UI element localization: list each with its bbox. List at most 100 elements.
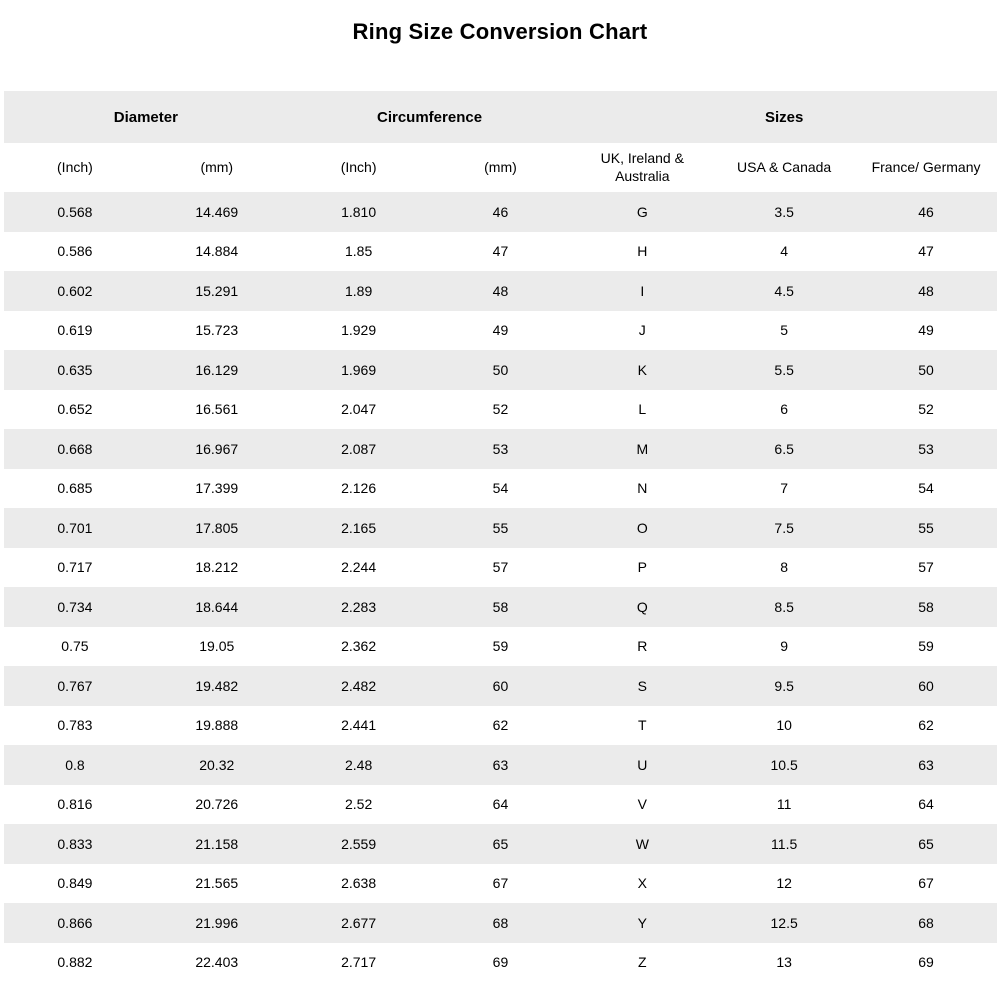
table-row: 0.816 20.726 2.52 64 V 11 64 — [4, 784, 997, 824]
cell: 47 — [918, 243, 934, 260]
cell: 7 — [780, 480, 789, 497]
cell: O — [636, 519, 648, 536]
cell: 52 — [492, 401, 509, 418]
cell: 46 — [918, 203, 934, 220]
cell: 1.85 — [344, 243, 373, 260]
table-row: 0.866 21.996 2.677 68 Y 12.5 68 — [4, 903, 997, 943]
cell: 62 — [492, 717, 509, 734]
cell: 0.717 — [57, 559, 93, 576]
cell: 8.5 — [774, 598, 794, 615]
cell: 0.701 — [57, 519, 93, 536]
column-header-circumference-mm: (mm) — [484, 158, 517, 175]
cell: 0.75 — [61, 638, 89, 655]
table-row: 0.685 17.399 2.126 54 N 7 54 — [4, 468, 997, 508]
table-row: 0.717 18.212 2.244 57 P 8 57 — [4, 547, 997, 587]
cell: 16.967 — [195, 440, 239, 457]
cell: 1.969 — [341, 361, 377, 378]
cell: W — [635, 835, 649, 852]
cell: 16.561 — [195, 401, 239, 418]
cell: 59 — [918, 638, 934, 655]
cell: 50 — [918, 361, 934, 378]
cell: S — [637, 677, 647, 694]
table-row: 0.602 15.291 1.89 48 I 4.5 48 — [4, 271, 997, 311]
cell: L — [638, 401, 647, 418]
column-header-usa-canada: USA & Canada — [737, 158, 832, 175]
cell: 47 — [492, 243, 509, 260]
table-row: 0.849 21.565 2.638 67 X 12 67 — [4, 863, 997, 903]
cell: 2.482 — [341, 677, 377, 694]
cell: 11.5 — [771, 835, 798, 852]
cell: 2.047 — [341, 401, 377, 418]
cell: 2.638 — [341, 875, 377, 892]
cell: 13 — [776, 954, 792, 971]
cell: 1.810 — [341, 203, 377, 220]
cell: 65 — [492, 835, 509, 852]
cell: 57 — [918, 559, 934, 576]
cell: 2.48 — [344, 756, 373, 773]
cell: 22.403 — [195, 954, 239, 971]
cell: 3.5 — [774, 203, 794, 220]
cell: 64 — [492, 796, 509, 813]
column-header-diameter-mm: (mm) — [200, 158, 234, 175]
cell: 17.399 — [195, 480, 239, 497]
cell: 9.5 — [774, 677, 794, 694]
table-row: 0.635 16.129 1.969 50 K 5.5 50 — [4, 350, 997, 390]
cell: 58 — [492, 598, 509, 615]
cell: 64 — [918, 796, 934, 813]
cell: 6.5 — [774, 440, 794, 457]
cell: 10.5 — [770, 756, 798, 773]
page-title: Ring Size Conversion Chart — [352, 19, 648, 44]
cell: 68 — [492, 914, 509, 931]
cell: 4 — [780, 243, 789, 260]
cell: 0.816 — [57, 796, 93, 813]
cell: 2.559 — [341, 835, 377, 852]
cell: 10 — [776, 717, 792, 734]
group-header-diameter: Diameter — [113, 108, 178, 126]
table-row: 0.882 22.403 2.717 69 Z 13 69 — [4, 942, 997, 982]
cell: 2.126 — [341, 480, 377, 497]
cell: 0.586 — [57, 243, 93, 260]
cell: 21.996 — [195, 914, 239, 931]
cell: 15.291 — [195, 282, 239, 299]
cell: U — [637, 756, 648, 773]
cell: 0.619 — [57, 322, 93, 339]
cell: 0.783 — [57, 717, 93, 734]
table-row: 0.668 16.967 2.087 53 M 6.5 53 — [4, 429, 997, 469]
cell: Q — [636, 598, 648, 615]
cell: 0.635 — [57, 361, 93, 378]
cell: 55 — [918, 519, 934, 536]
cell: 16.129 — [195, 361, 239, 378]
cell: 0.602 — [57, 282, 93, 299]
cell: X — [637, 875, 647, 892]
cell: 50 — [492, 361, 509, 378]
cell: 2.283 — [341, 598, 377, 615]
table-row: 0.8 20.32 2.48 63 U 10.5 63 — [4, 745, 997, 785]
column-header-uk-ireland-australia: UK, Ireland & Australia — [600, 150, 684, 184]
cell: 19.482 — [195, 677, 239, 694]
table-row: 0.652 16.561 2.047 52 L 6 52 — [4, 389, 997, 429]
table-row: 0.619 15.723 1.929 49 J 5 49 — [4, 310, 997, 350]
cell: 8 — [780, 559, 789, 576]
cell: 54 — [492, 480, 509, 497]
cell: 53 — [918, 440, 934, 457]
cell: 2.441 — [341, 717, 377, 734]
cell: 18.212 — [195, 559, 239, 576]
table-row: 0.701 17.805 2.165 55 O 7.5 55 — [4, 508, 997, 548]
cell: 2.677 — [341, 914, 377, 931]
cell: 18.644 — [195, 598, 239, 615]
cell: 0.734 — [57, 598, 93, 615]
cell: 2.244 — [341, 559, 377, 576]
ring-size-conversion-table: Diameter Circumference Sizes (Inch) (mm)… — [4, 91, 997, 982]
cell: 15.723 — [195, 322, 239, 339]
cell: 68 — [918, 914, 934, 931]
column-header-france-germany: France/ Germany — [871, 158, 981, 175]
cell: 49 — [918, 322, 934, 339]
cell: 0.849 — [57, 875, 93, 892]
cell: 0.882 — [57, 954, 93, 971]
cell: 52 — [918, 401, 934, 418]
cell: 48 — [918, 282, 934, 299]
cell: 2.087 — [341, 440, 377, 457]
cell: 69 — [492, 954, 509, 971]
cell: 67 — [492, 875, 509, 892]
